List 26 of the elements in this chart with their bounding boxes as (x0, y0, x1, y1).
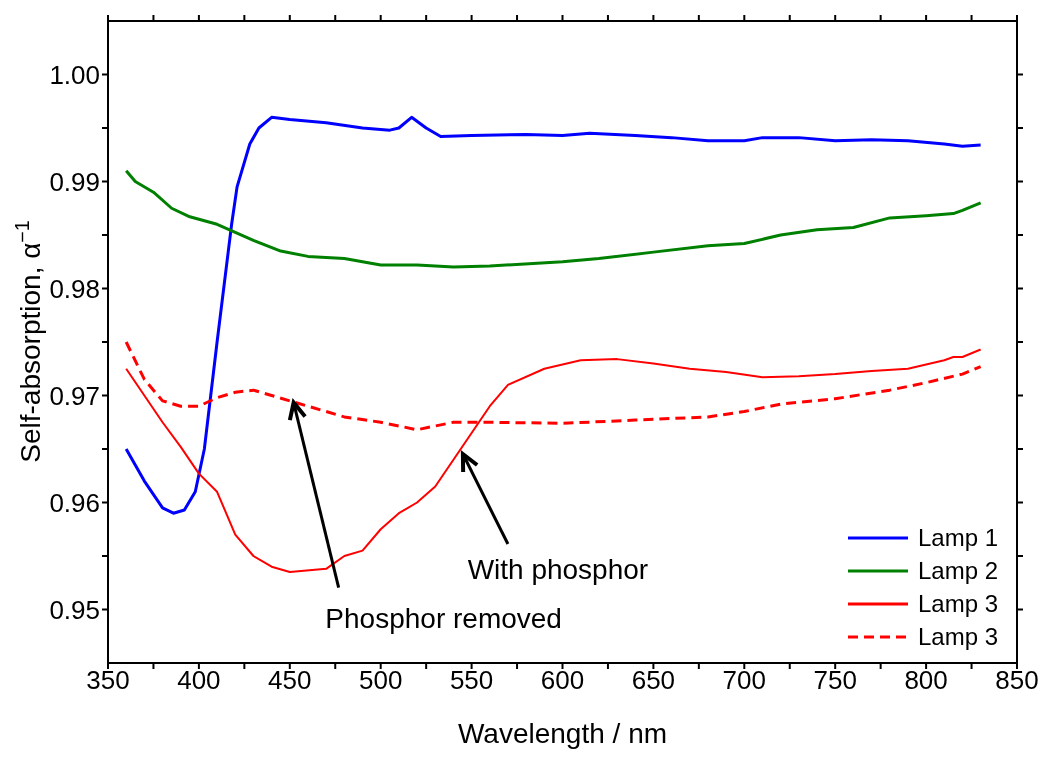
x-axis-title: Wavelength / nm (457, 718, 668, 749)
y-tick-label: 0.98 (49, 273, 100, 304)
y-tick-label: 0.99 (49, 166, 100, 197)
annotation: With phosphor (467, 554, 649, 586)
x-tick-label: 500 (359, 665, 403, 696)
x-tick-label: 450 (268, 665, 312, 696)
line-series (124, 115, 983, 515)
x-tick-label: 400 (177, 665, 221, 696)
y-tick-label: 0.96 (49, 487, 100, 518)
legend-label: Lamp 2 (917, 556, 998, 585)
legend-label: Lamp 1 (917, 523, 998, 552)
x-tick-label: 700 (722, 665, 766, 696)
line-series (124, 169, 983, 269)
x-tick-label: 550 (449, 665, 494, 696)
x-tick-label: 750 (813, 665, 857, 696)
x-tick-label: 850 (995, 665, 1039, 696)
y-tick-label: 0.95 (49, 594, 100, 625)
annotation: Phosphor removed (325, 602, 562, 634)
legend-label: Lamp 3 (917, 589, 998, 618)
legend-label: Lamp 3 (917, 622, 998, 651)
y-tick-label: 1.00 (49, 59, 100, 90)
x-tick-label: 350 (86, 665, 130, 696)
x-tick-label: 800 (904, 665, 948, 696)
x-tick-label: 650 (631, 665, 676, 696)
y-tick-label: 0.97 (49, 380, 100, 411)
x-tick-label: 600 (540, 665, 585, 696)
